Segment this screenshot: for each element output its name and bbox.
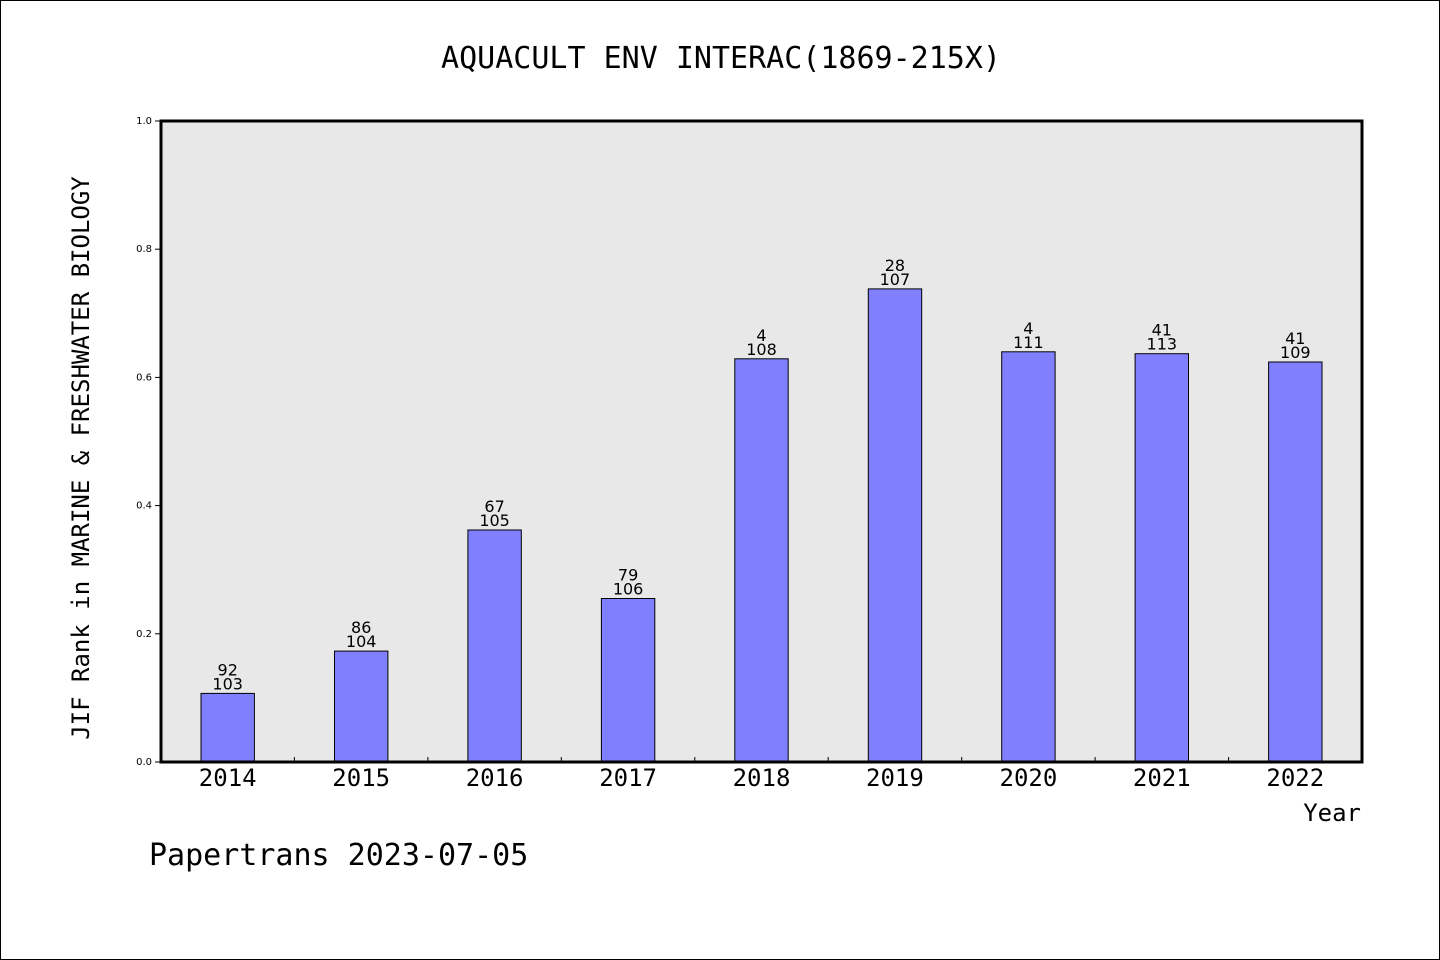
- bar-total-label: 111: [1013, 333, 1044, 352]
- bar-2014: [200, 692, 255, 763]
- x-tick-label: 2016: [466, 764, 524, 792]
- y-tick-label: 1.0: [136, 116, 152, 127]
- bar-total-label: 107: [880, 270, 911, 289]
- y-tick-label: 0.0: [136, 757, 152, 768]
- x-tick-label: 2021: [1133, 764, 1191, 792]
- bar-total-label: 103: [212, 674, 243, 693]
- bar-2022: [1268, 361, 1323, 763]
- y-tick-label: 0.2: [136, 629, 152, 640]
- x-axis-title: Year: [1303, 799, 1361, 827]
- bar-total-label: 108: [746, 340, 777, 359]
- x-tick-label: 2018: [733, 764, 791, 792]
- y-tick-label: 0.6: [136, 372, 152, 383]
- y-axis-title: JIF Rank in MARINE & FRESHWATER BIOLOGY: [67, 176, 95, 740]
- bar-2020: [1001, 351, 1056, 763]
- bar-rank-label: 4: [1023, 319, 1033, 338]
- footer-text: Papertrans 2023-07-05: [149, 838, 528, 873]
- bar-total-label: 105: [479, 511, 510, 530]
- x-axis: 2014 2015 2016 2017 2018 2019 2020 2021 2022: [199, 757, 1324, 792]
- x-tick-label: 2017: [599, 764, 657, 792]
- bar-2016: [467, 529, 522, 763]
- x-tick-label: 2019: [866, 764, 924, 792]
- x-tick-label: 2022: [1266, 764, 1324, 792]
- x-tick-label: 2020: [1000, 764, 1058, 792]
- bar-2019: [867, 288, 923, 763]
- y-tick-label: 0.8: [136, 244, 152, 255]
- bar-rank-label: 79: [618, 566, 638, 585]
- plot-border: [159, 119, 1364, 764]
- bar-rank-label: 67: [484, 497, 504, 516]
- bar-total-label: 104: [346, 632, 377, 651]
- y-tick-label: 0.4: [136, 501, 152, 512]
- bar-rank-label: 28: [885, 256, 905, 275]
- bar-2015: [334, 650, 389, 763]
- bars-group: [200, 288, 1323, 763]
- bar-2018: [734, 358, 789, 763]
- y-axis: 0.0 0.2 0.4 0.6 0.8 1.0: [136, 116, 161, 768]
- bar-rank-label: 4: [756, 326, 766, 345]
- chart-title: AQUACULT ENV INTERAC(1869-215X): [441, 41, 1001, 76]
- bar-total-label: 106: [613, 580, 644, 599]
- bar-2021: [1134, 353, 1189, 763]
- x-tick-label: 2015: [332, 764, 390, 792]
- x-tick-label: 2014: [199, 764, 257, 792]
- bar-2017: [600, 598, 656, 763]
- bar-rank-label: 41: [1152, 321, 1172, 340]
- bar-rank-label: 86: [351, 618, 371, 637]
- bar-rank-label: 41: [1285, 329, 1305, 348]
- bar-total-label: 113: [1147, 335, 1178, 354]
- bar-rank-label: 92: [218, 660, 238, 679]
- bar-total-label: 109: [1280, 343, 1311, 362]
